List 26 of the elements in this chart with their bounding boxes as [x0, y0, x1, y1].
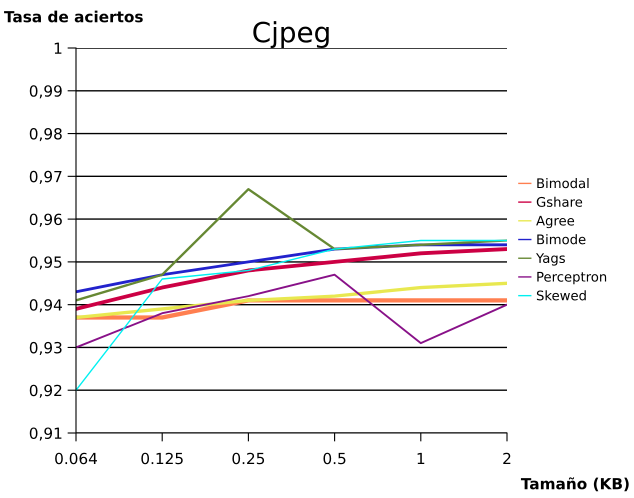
legend-label: Agree [536, 216, 574, 228]
x-tick-label: 2 [503, 452, 510, 464]
y-tick-label: 0,94 [30, 299, 62, 312]
y-tick-label: 0,95 [30, 256, 62, 270]
y-tick-label: 0,91 [30, 427, 62, 441]
x-tick-label: 0.5 [323, 452, 346, 464]
legend-label: Yags [536, 253, 565, 266]
y-tick-label: 0,92 [30, 384, 62, 398]
y-axis-title: Tasa de aciertos [4, 10, 143, 22]
x-tick-label: 1 [418, 452, 424, 464]
y-tick-label: 0,93 [30, 342, 62, 356]
legend-label: Bimodal [537, 178, 589, 188]
y-tick-label: 0,97 [30, 170, 62, 184]
x-tick-label: 0.064 [55, 452, 98, 464]
x-axis-title: Tamaño (KB) [520, 477, 629, 492]
legend-label: Skewed [536, 290, 586, 300]
legend-label: Perceptron [537, 272, 606, 284]
legend-label: Gshare [536, 196, 582, 207]
y-tick-label: 1 [54, 42, 62, 54]
legend-label: Bimode [537, 234, 586, 244]
y-tick-label: 0,98 [30, 128, 62, 142]
chart-title: Cjpeg [253, 21, 329, 48]
x-tick-label: 0.125 [141, 452, 183, 464]
x-tick-label: 0.25 [232, 452, 264, 464]
y-tick-label: 0,99 [30, 85, 62, 98]
y-tick-label: 0,96 [30, 214, 62, 227]
